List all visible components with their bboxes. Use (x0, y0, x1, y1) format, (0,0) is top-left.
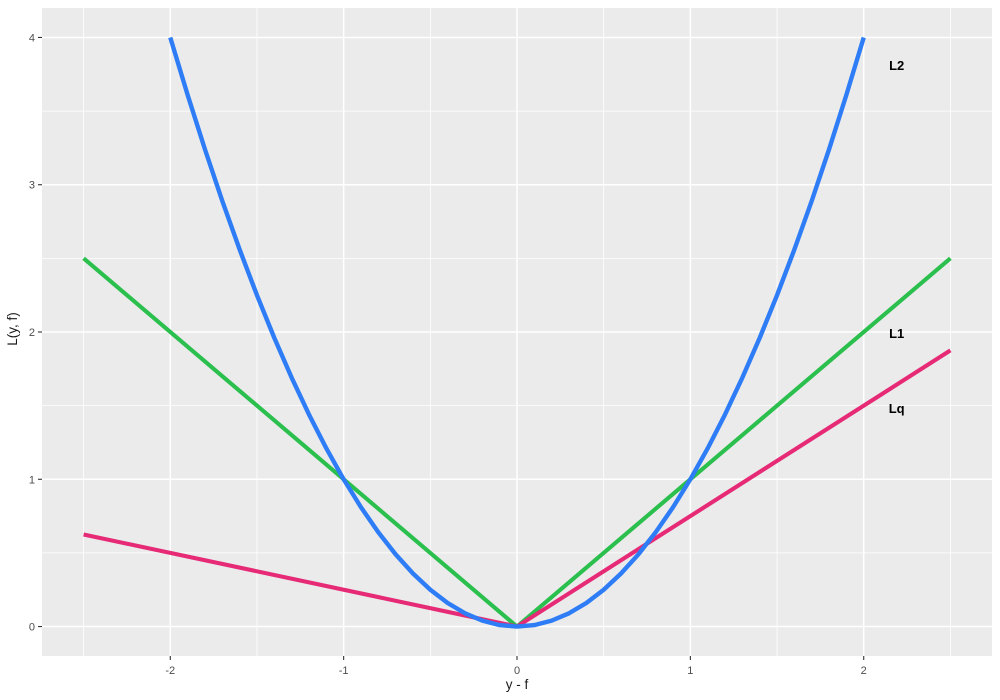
x-tick-label: 2 (861, 665, 867, 677)
x-tick-label: -1 (339, 665, 349, 677)
x-tick-label: 0 (514, 665, 520, 677)
x-tick-label: -2 (165, 665, 175, 677)
y-tick-label: 2 (29, 327, 35, 339)
y-tick-label: 4 (29, 32, 35, 44)
y-tick-label: 0 (29, 622, 35, 634)
y-tick-label: 1 (29, 474, 35, 486)
series-label-L1: L1 (889, 326, 904, 341)
series-label-L2: L2 (889, 58, 904, 73)
y-tick-label: 3 (29, 180, 35, 192)
x-tick-label: 1 (687, 665, 693, 677)
series-label-Lq: Lq (889, 401, 905, 416)
series-L2-line (168, 36, 866, 629)
